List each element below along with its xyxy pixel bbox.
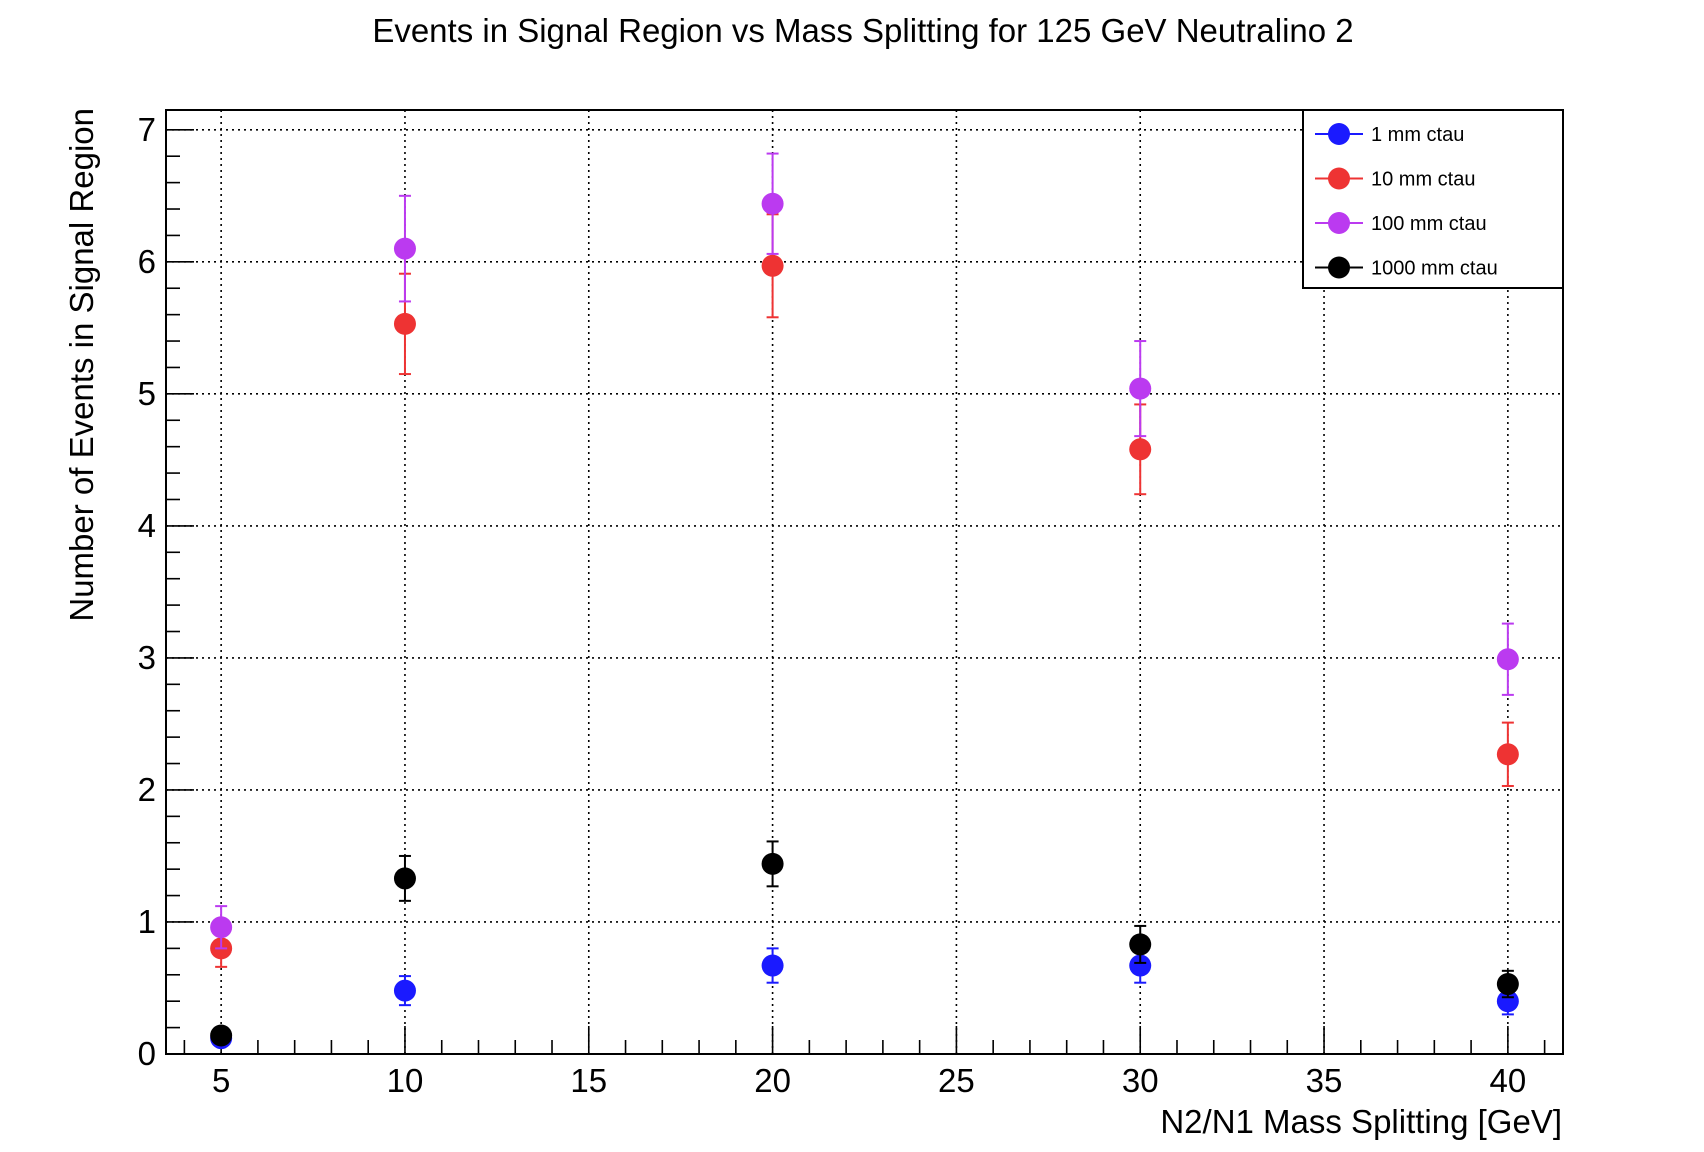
data-point: [1129, 438, 1152, 461]
legend-label: 1000 mm ctau: [1371, 258, 1498, 280]
data-point: [393, 979, 416, 1002]
data-point: [761, 852, 784, 875]
data-point: [1496, 990, 1519, 1013]
x-tick-label: 40: [1489, 1062, 1526, 1099]
x-tick-label: 30: [1122, 1062, 1159, 1099]
data-point: [393, 312, 416, 335]
x-axis-label: N2/N1 Mass Splitting [GeV]: [1160, 1103, 1562, 1140]
legend-marker: [1328, 256, 1350, 279]
x-tick-label: 10: [387, 1062, 424, 1099]
legend-marker: [1328, 167, 1350, 190]
y-tick-label: 0: [138, 1035, 156, 1072]
legend-entry: 100 mm ctau: [1315, 212, 1487, 235]
y-tick-label: 2: [138, 771, 156, 808]
legend-marker: [1328, 123, 1350, 145]
x-tick-labels: 5 10 15 20 25 30 35 40: [212, 1062, 1526, 1099]
legend-label: 100 mm ctau: [1371, 213, 1487, 235]
data-point: [761, 254, 784, 277]
x-tick-label: 20: [754, 1062, 791, 1099]
data-point: [210, 1024, 233, 1047]
plot-frame: [165, 109, 1564, 1055]
y-tick-label: 4: [138, 507, 156, 544]
data-point: [1129, 933, 1152, 956]
legend: 1 mm ctau 10 mm ctau 100 mm ctau 1000 mm ct…: [1302, 109, 1564, 289]
data-point: [1496, 743, 1519, 766]
y-tick-label: 7: [138, 111, 156, 148]
x-tick-label: 15: [570, 1062, 607, 1099]
legend-entry: 1000 mm ctau: [1315, 256, 1498, 280]
data-point: [393, 867, 416, 890]
x-tick-label: 5: [212, 1062, 230, 1099]
x-tick-label: 35: [1306, 1062, 1343, 1099]
y-tick-label: 5: [138, 375, 156, 412]
data-point: [1496, 973, 1519, 996]
y-tick-label: 3: [138, 639, 156, 676]
legend-label: 10 mm ctau: [1371, 169, 1475, 191]
data-point: [393, 237, 416, 260]
series-4: [210, 840, 1519, 1047]
y-axis-label: Number of Events in Signal Region: [63, 108, 100, 622]
legend-entry: 10 mm ctau: [1315, 167, 1475, 191]
chart-title: Events in Signal Region vs Mass Splittin…: [372, 12, 1353, 49]
y-tick-labels: 0 1 2 3 4 5 6 7: [138, 111, 156, 1072]
series-3: [210, 152, 1519, 950]
data-point: [761, 954, 784, 977]
legend-label: 1 mm ctau: [1371, 124, 1464, 146]
x-tick-label: 25: [938, 1062, 975, 1099]
y-tick-label: 6: [138, 243, 156, 280]
legend-marker: [1328, 212, 1350, 234]
data-point: [1129, 954, 1152, 977]
data-point: [1496, 648, 1519, 671]
legend-entry: 1 mm ctau: [1315, 123, 1464, 146]
y-tick-label: 1: [138, 903, 156, 940]
series-layer: [210, 152, 1519, 1050]
data-point: [1129, 377, 1152, 400]
series-2: [210, 213, 1519, 968]
data-point: [761, 192, 784, 215]
axis-ticks: [166, 129, 1546, 1055]
series-1: [210, 947, 1519, 1050]
data-point: [210, 916, 233, 939]
